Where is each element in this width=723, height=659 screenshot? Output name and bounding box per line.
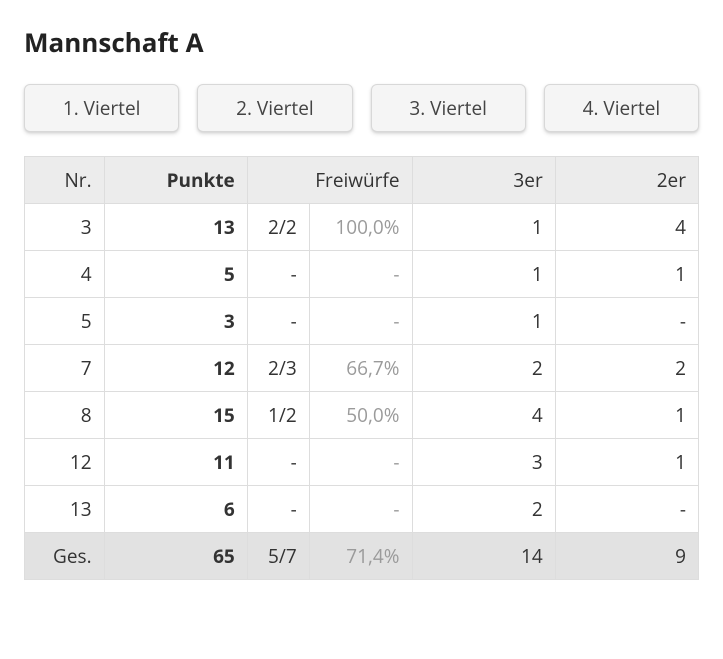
- cell-nr: 13: [25, 486, 105, 533]
- cell-ftpct: -: [309, 251, 412, 298]
- cell-ftpct: -: [309, 298, 412, 345]
- cell-ft: -: [247, 486, 309, 533]
- cell-nr: 8: [25, 392, 105, 439]
- cell-nr: 12: [25, 439, 105, 486]
- table-row: 8 15 1/2 50,0% 4 1: [25, 392, 699, 439]
- table-row: 7 12 2/3 66,7% 2 2: [25, 345, 699, 392]
- cell-3er: 1: [412, 204, 555, 251]
- cell-2er: 9: [555, 533, 698, 580]
- cell-ftpct: 71,4%: [309, 533, 412, 580]
- table-header-row: Nr. Punkte Freiwürfe 3er 2er: [25, 157, 699, 204]
- cell-punkte: 13: [104, 204, 247, 251]
- cell-ft: 5/7: [247, 533, 309, 580]
- cell-3er: 1: [412, 298, 555, 345]
- cell-ftpct: 100,0%: [309, 204, 412, 251]
- cell-2er: -: [555, 486, 698, 533]
- stats-table: Nr. Punkte Freiwürfe 3er 2er 3 13 2/2 10…: [24, 156, 699, 580]
- cell-2er: 4: [555, 204, 698, 251]
- cell-nr: 3: [25, 204, 105, 251]
- tab-quarter-4[interactable]: 4. Viertel: [544, 84, 699, 132]
- table-row: 4 5 - - 1 1: [25, 251, 699, 298]
- cell-ft: 2/2: [247, 204, 309, 251]
- cell-nr: 4: [25, 251, 105, 298]
- cell-punkte: 11: [104, 439, 247, 486]
- cell-punkte: 15: [104, 392, 247, 439]
- cell-nr: 5: [25, 298, 105, 345]
- col-header-3er: 3er: [412, 157, 555, 204]
- cell-2er: 1: [555, 439, 698, 486]
- cell-3er: 1: [412, 251, 555, 298]
- tab-quarter-3[interactable]: 3. Viertel: [371, 84, 526, 132]
- cell-2er: -: [555, 298, 698, 345]
- col-header-nr: Nr.: [25, 157, 105, 204]
- cell-2er: 1: [555, 392, 698, 439]
- tab-quarter-2[interactable]: 2. Viertel: [197, 84, 352, 132]
- cell-3er: 2: [412, 486, 555, 533]
- quarter-tabs: 1. Viertel 2. Viertel 3. Viertel 4. Vier…: [24, 84, 699, 132]
- cell-ftpct: -: [309, 486, 412, 533]
- table-row: 5 3 - - 1 -: [25, 298, 699, 345]
- cell-3er: 2: [412, 345, 555, 392]
- col-header-freiwuerfe: Freiwürfe: [247, 157, 412, 204]
- cell-3er: 3: [412, 439, 555, 486]
- cell-2er: 1: [555, 251, 698, 298]
- cell-punkte: 12: [104, 345, 247, 392]
- table-row: 13 6 - - 2 -: [25, 486, 699, 533]
- cell-punkte: 3: [104, 298, 247, 345]
- cell-ftpct: 66,7%: [309, 345, 412, 392]
- cell-punkte: 6: [104, 486, 247, 533]
- cell-nr: Ges.: [25, 533, 105, 580]
- col-header-punkte: Punkte: [104, 157, 247, 204]
- cell-3er: 4: [412, 392, 555, 439]
- cell-ft: 2/3: [247, 345, 309, 392]
- table-row: 12 11 - - 3 1: [25, 439, 699, 486]
- cell-3er: 14: [412, 533, 555, 580]
- cell-ftpct: 50,0%: [309, 392, 412, 439]
- cell-ft: -: [247, 439, 309, 486]
- cell-punkte: 5: [104, 251, 247, 298]
- table-totals-row: Ges. 65 5/7 71,4% 14 9: [25, 533, 699, 580]
- cell-ft: 1/2: [247, 392, 309, 439]
- cell-nr: 7: [25, 345, 105, 392]
- page-title: Mannschaft A: [24, 24, 699, 60]
- cell-ft: -: [247, 251, 309, 298]
- cell-ft: -: [247, 298, 309, 345]
- tab-quarter-1[interactable]: 1. Viertel: [24, 84, 179, 132]
- col-header-2er: 2er: [555, 157, 698, 204]
- cell-2er: 2: [555, 345, 698, 392]
- cell-ftpct: -: [309, 439, 412, 486]
- cell-punkte: 65: [104, 533, 247, 580]
- table-row: 3 13 2/2 100,0% 1 4: [25, 204, 699, 251]
